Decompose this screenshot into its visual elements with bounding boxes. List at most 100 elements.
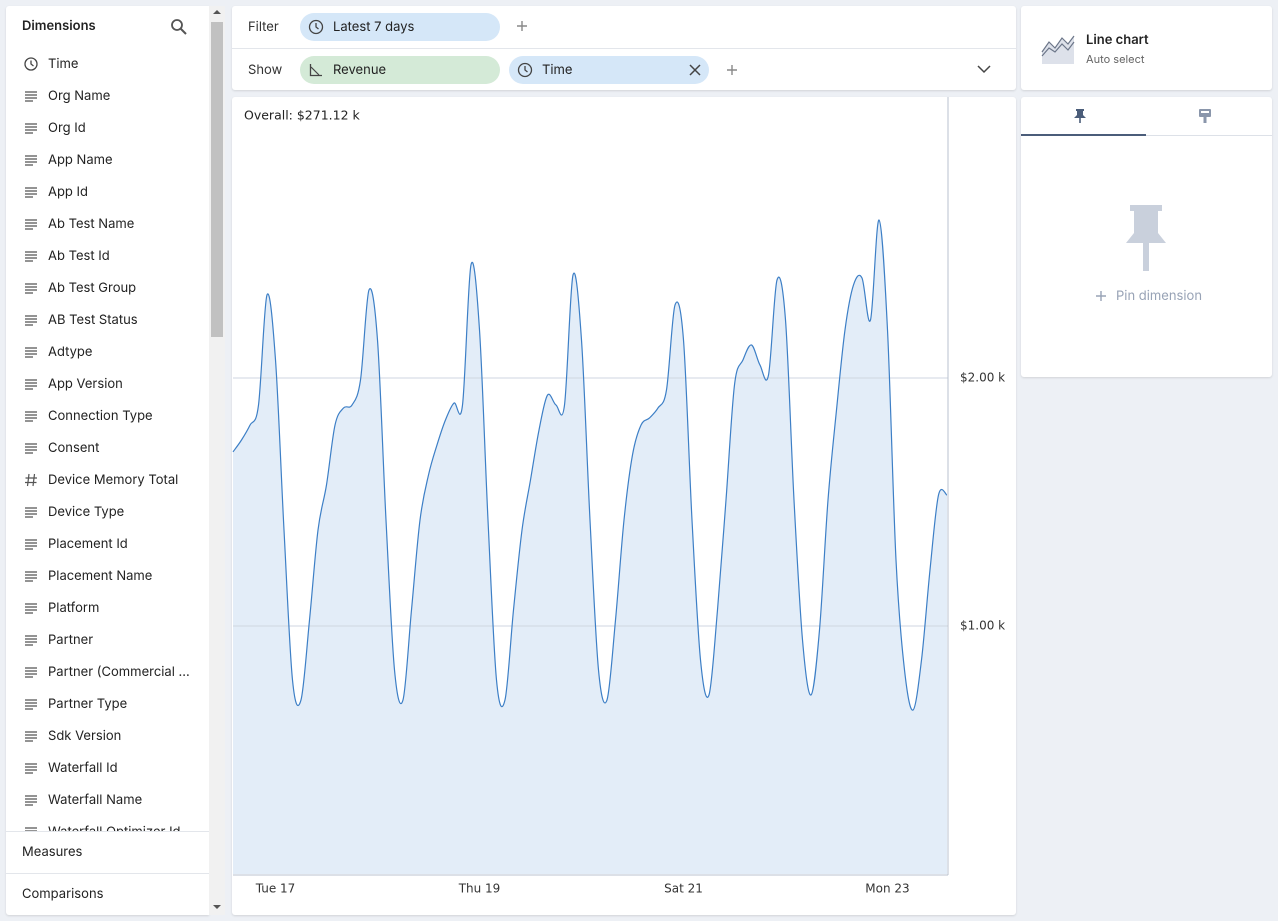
add-show[interactable] (726, 64, 738, 76)
dimension-label: AB Test Status (48, 312, 138, 328)
divider (6, 831, 209, 832)
dimension-pill[interactable]: Time (509, 56, 709, 84)
sidebar-title: Dimensions (22, 18, 96, 34)
dimension-item[interactable]: App Name (6, 144, 209, 176)
dimension-icon (25, 571, 37, 582)
dimension-item[interactable]: Connection Type (6, 400, 209, 432)
dimension-label: Partner (48, 632, 94, 648)
dimension-label: Waterfall Optimizer Id (48, 816, 181, 831)
dimension-icon (25, 473, 37, 487)
dimension-item[interactable]: Partner (Commercial ... (6, 656, 209, 688)
dimension-label: Waterfall Id (48, 760, 118, 776)
dimension-icon (25, 379, 37, 390)
dimension-item[interactable]: Org Id (6, 112, 209, 144)
dimension-icon (25, 731, 37, 742)
dimension-label: Adtype (48, 344, 93, 360)
y-tick-label: $2.00 k (960, 370, 1005, 384)
y-tick-label: $1.00 k (960, 618, 1005, 632)
sidebar: Dimensions Time Org Name Org Id App Name App… (6, 6, 209, 915)
section-header[interactable]: Comparisons (22, 886, 104, 902)
dimension-item[interactable]: Device Memory Total (6, 464, 209, 496)
filter-pill[interactable]: Latest 7 days (300, 13, 500, 41)
dimension-label: Placement Id (48, 536, 128, 552)
chart-picker[interactable]: Line chart Auto select (1021, 6, 1272, 90)
dimension-item[interactable]: Platform (6, 592, 209, 624)
dimension-item[interactable]: Ab Test Id (6, 240, 209, 272)
dimension-label: Partner Type (48, 696, 128, 712)
dimension-item[interactable]: Partner Type (6, 688, 209, 720)
dimension-icon (25, 763, 37, 774)
dimension-icon (25, 251, 37, 262)
active-tab-indicator (1021, 134, 1146, 136)
dimension-item[interactable]: Partner (6, 624, 209, 656)
remove-pill[interactable] (689, 64, 701, 76)
pin-panel: Pin dimension (1021, 97, 1272, 377)
add-filter[interactable] (516, 20, 528, 32)
dimension-item[interactable]: Waterfall Optimizer Id (6, 816, 209, 831)
dimension-label: Time (48, 56, 79, 72)
scroll-up[interactable] (212, 8, 222, 16)
search-icon[interactable] (170, 18, 188, 36)
dimension-icon (25, 603, 37, 614)
dimension-label: Ab Test Group (48, 280, 137, 296)
dimension-label: App Name (48, 152, 113, 168)
chart-type-subtitle: Auto select (1086, 52, 1145, 66)
dimension-item[interactable]: Device Type (6, 496, 209, 528)
dimension-item[interactable]: Time (6, 48, 209, 80)
dimension-icon (25, 347, 37, 358)
dimension-item[interactable]: Consent (6, 432, 209, 464)
dimension-item[interactable]: Org Name (6, 80, 209, 112)
filter-bar: Filter Latest 7 days Show Revenue Time (232, 6, 1016, 90)
chart: Overall: $271.12 k $1.00 k $2.00 k Tue 17 T… (232, 97, 1005, 896)
dimension-label: Org Name (48, 88, 111, 104)
dimension-item[interactable]: Placement Id (6, 528, 209, 560)
pin-placeholder-icon (1126, 205, 1166, 271)
dimension-icon (25, 539, 37, 550)
dimension-label: Partner (Commercial ... (48, 664, 190, 680)
x-tick-label: Tue 17 (255, 882, 296, 896)
measure-pill[interactable]: Revenue (300, 56, 500, 84)
dimension-label: App Id (48, 184, 88, 200)
dimension-icon (25, 187, 37, 198)
section-header[interactable]: Measures (22, 844, 83, 860)
dimension-icon (25, 155, 37, 166)
dimension-item[interactable]: Ab Test Name (6, 208, 209, 240)
dimension-label: Connection Type (48, 408, 153, 424)
chart-annotation: Overall: $271.12 k (244, 108, 361, 123)
dimension-item[interactable]: App Version (6, 368, 209, 400)
x-tick-label: Mon 23 (865, 882, 909, 896)
dimension-icon (24, 57, 38, 71)
pin-dimension-label: Pin dimension (1116, 288, 1203, 304)
dimension-item[interactable]: Waterfall Id (6, 752, 209, 784)
format-tab[interactable] (1198, 108, 1212, 124)
dimension-item[interactable]: App Id (6, 176, 209, 208)
dimension-label: Platform (48, 600, 100, 616)
dimension-icon (25, 507, 37, 518)
dimension-item[interactable]: Sdk Version (6, 720, 209, 752)
dimension-icon (25, 699, 37, 710)
dimension-icon (25, 315, 37, 326)
dimension-icon (25, 91, 37, 102)
dimension-item[interactable]: Placement Name (6, 560, 209, 592)
dimension-item[interactable]: AB Test Status (6, 304, 209, 336)
dimension-list: Time Org Name Org Id App Name App Id Ab Test … (6, 48, 209, 831)
tab-divider (1021, 135, 1272, 136)
dimension-item[interactable]: Adtype (6, 336, 209, 368)
line-chart-icon (1041, 35, 1075, 64)
x-tick-label: Thu 19 (458, 882, 501, 896)
pin-tab[interactable] (1073, 108, 1087, 124)
dimension-label: App Version (48, 376, 123, 392)
pill-label: Revenue (333, 62, 387, 78)
dimension-item[interactable]: Ab Test Group (6, 272, 209, 304)
dimension-icon (25, 635, 37, 646)
scroll-down[interactable] (212, 903, 222, 911)
dimension-label: Ab Test Name (48, 216, 135, 232)
scrollbar-thumb[interactable] (211, 22, 223, 337)
filter-label: Filter (248, 19, 279, 35)
dimension-item[interactable]: Waterfall Name (6, 784, 209, 816)
expand[interactable] (977, 64, 991, 74)
divider (232, 48, 1016, 49)
scrollbar[interactable] (209, 6, 225, 915)
dimension-label: Consent (48, 440, 100, 456)
